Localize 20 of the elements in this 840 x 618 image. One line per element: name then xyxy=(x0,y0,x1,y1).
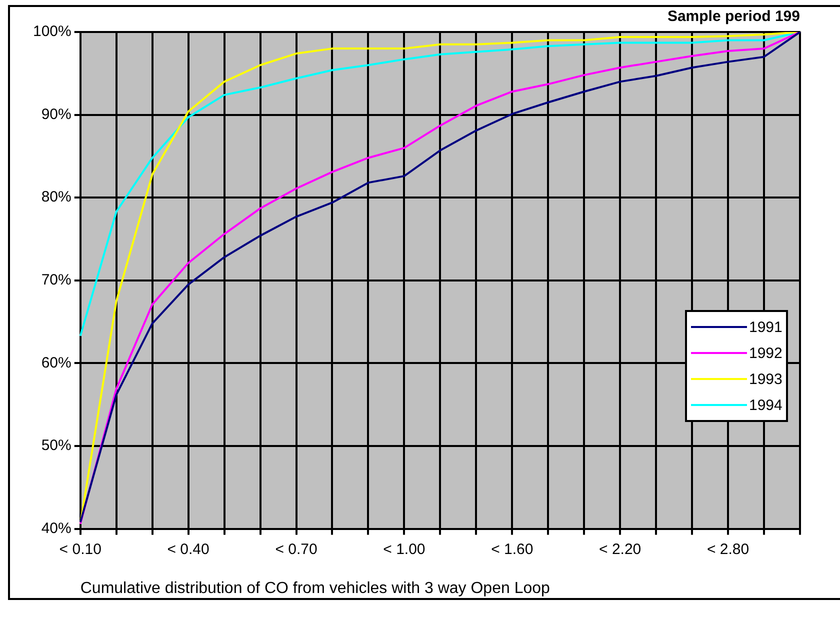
chart-title: Sample period 199 xyxy=(667,8,800,26)
legend-label: 1991 xyxy=(749,318,782,336)
y-tick-label: 40% xyxy=(41,520,72,537)
legend-label: 1992 xyxy=(749,344,782,362)
y-tick-label: 100% xyxy=(32,23,72,40)
x-tick-label: < 2.20 xyxy=(599,540,642,558)
y-tick-label: 80% xyxy=(41,188,72,206)
legend-label: 1993 xyxy=(749,370,782,388)
y-tick-label: 70% xyxy=(41,272,72,289)
y-tick-label: 50% xyxy=(41,437,72,454)
x-tick-label: < 0.40 xyxy=(167,540,210,558)
x-tick-label: < 1.60 xyxy=(491,540,534,558)
legend-label: 1994 xyxy=(749,396,782,414)
x-axis-title: Cumulative distribution of CO from vehicles with 3 way Open Loop xyxy=(80,580,550,597)
x-tick-label: < 0.70 xyxy=(275,540,318,558)
y-tick-label: 90% xyxy=(41,106,72,123)
y-tick-label: 60% xyxy=(41,354,72,372)
x-tick-label: < 2.80 xyxy=(706,540,750,558)
x-tick-label: < 0.10 xyxy=(59,540,102,558)
x-tick-label: < 1.00 xyxy=(383,540,426,558)
